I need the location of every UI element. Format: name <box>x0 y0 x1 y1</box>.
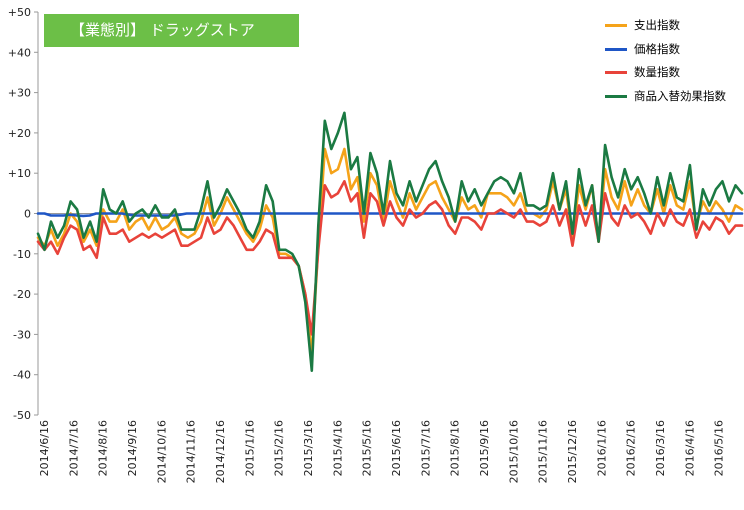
x-tick-label: 2015/5/16 <box>361 420 374 476</box>
y-tick-label: -20 <box>13 288 31 301</box>
series-line-3 <box>36 111 744 373</box>
x-tick-label: 2015/12/16 <box>566 420 579 483</box>
x-tick-label: 2016/2/16 <box>625 420 638 476</box>
legend-swatch <box>605 94 627 98</box>
legend-label: 数量指数 <box>634 65 680 79</box>
y-tick-label: -40 <box>13 369 31 382</box>
y-tick-label: +40 <box>8 46 31 59</box>
legend-item-product-replacement: 商品入替効果指数 <box>595 88 741 112</box>
legend-swatch <box>605 24 627 27</box>
x-tick-label: 2015/4/16 <box>331 420 344 476</box>
legend-swatch <box>605 71 627 74</box>
y-tick-label: -10 <box>13 248 31 261</box>
x-tick-label: 2015/1/16 <box>243 420 256 476</box>
y-tick-label: -50 <box>13 409 31 422</box>
x-tick-label: 2014/10/16 <box>155 420 168 483</box>
x-tick-label: 2016/5/16 <box>713 420 726 476</box>
y-tick-label: -30 <box>13 328 31 341</box>
x-tick-label: 2016/3/16 <box>654 420 667 476</box>
series-line-2 <box>36 180 744 336</box>
x-tick-label: 2014/8/16 <box>97 420 110 476</box>
x-tick-label: 2015/9/16 <box>478 420 491 476</box>
legend-label: 商品入替効果指数 <box>634 88 726 103</box>
x-tick-label: 2015/8/16 <box>449 420 462 476</box>
x-tick-label: 2014/6/16 <box>38 420 51 476</box>
y-tick-label: +50 <box>8 6 31 19</box>
x-tick-label: 2015/11/16 <box>537 420 550 483</box>
legend-item-spending: 支出指数 <box>595 17 741 41</box>
series-line-1 <box>36 212 744 218</box>
y-tick-label: +10 <box>8 167 31 180</box>
x-tick-label: 2015/10/16 <box>507 420 520 483</box>
x-tick-label: 2014/9/16 <box>126 420 139 476</box>
legend-label: 価格指数 <box>634 41 680 56</box>
x-tick-label: 2016/4/16 <box>683 420 696 476</box>
x-tick-label: 2014/12/16 <box>214 420 227 483</box>
y-tick-label: 0 <box>24 208 31 221</box>
x-tick-label: 2015/6/16 <box>390 420 403 476</box>
x-tick-label: 2015/7/16 <box>419 420 432 476</box>
x-tick-label: 2015/2/16 <box>273 420 286 476</box>
legend-swatch <box>605 47 627 51</box>
series-line-0 <box>36 147 744 356</box>
axes: +50 +40 +30 +20 +10 0 -10 -20 -30 -40 -50 2014/6/16… <box>8 6 742 483</box>
legend: 支出指数 価格指数 数量指数 商品入替効果指数 <box>595 17 741 111</box>
x-tick-label: 2016/1/16 <box>595 420 608 476</box>
x-tick-label: 2015/3/16 <box>302 420 315 476</box>
series-layer <box>36 111 744 373</box>
x-tick-label: 2014/7/16 <box>67 420 80 476</box>
y-tick-label: +30 <box>8 87 31 100</box>
legend-item-quantity: 数量指数 <box>595 64 741 88</box>
legend-item-price: 価格指数 <box>595 41 741 65</box>
chart-title: 【業態別】 ドラッグストア <box>44 14 299 47</box>
y-tick-label: +20 <box>8 127 31 140</box>
legend-label: 支出指数 <box>634 18 680 32</box>
x-tick-label: 2014/11/16 <box>185 420 198 483</box>
